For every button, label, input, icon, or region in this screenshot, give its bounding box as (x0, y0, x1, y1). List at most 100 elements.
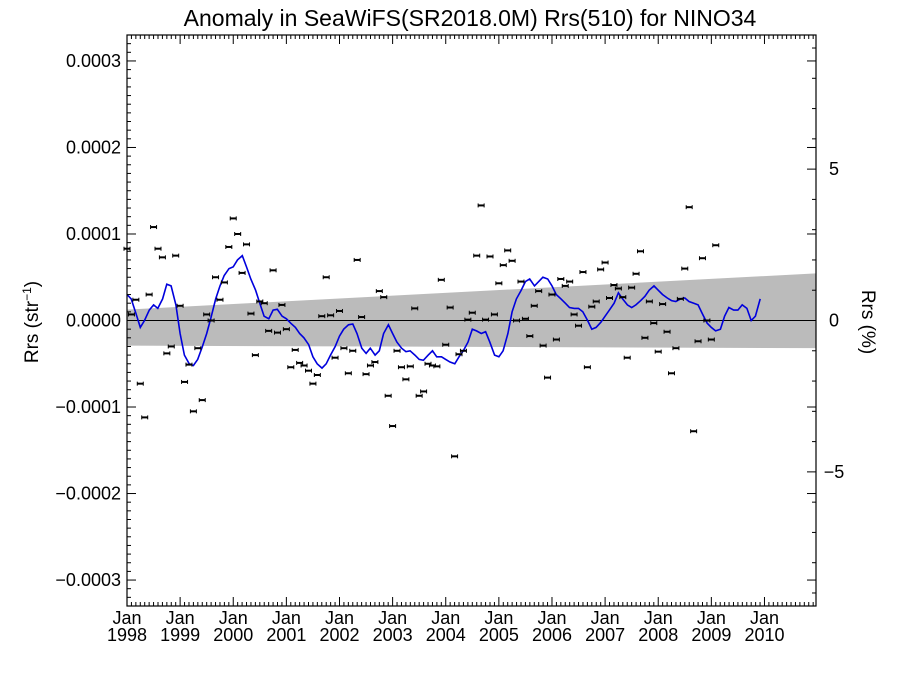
data-point (203, 312, 211, 317)
data-point (654, 349, 662, 354)
data-point (482, 317, 490, 322)
data-point (176, 303, 184, 308)
data-point (495, 281, 503, 286)
data-point (150, 225, 158, 230)
x-tick-label-year: 2000 (213, 625, 253, 645)
data-point (468, 310, 476, 315)
data-point (340, 346, 348, 351)
data-point (707, 337, 715, 342)
data-point (225, 244, 233, 249)
data-point (198, 398, 206, 403)
y-tick-label-left: −0.0003 (55, 570, 121, 590)
data-point (384, 393, 392, 398)
x-tick-label-month: Jan (272, 608, 301, 628)
data-point (220, 280, 228, 285)
x-tick-label-month: Jan (166, 608, 195, 628)
data-point (265, 328, 273, 333)
data-point (667, 371, 675, 376)
data-point (344, 371, 352, 376)
data-point (632, 271, 640, 276)
y-axis-left-label: Rrs (str−1) (20, 281, 43, 363)
data-point (331, 355, 339, 360)
x-tick-label-month: Jan (378, 608, 407, 628)
data-point (548, 292, 556, 297)
x-tick-label-month: Jan (325, 608, 354, 628)
data-point (296, 360, 304, 365)
data-point (181, 379, 189, 384)
data-point (663, 329, 671, 334)
data-point (530, 303, 538, 308)
data-point (650, 321, 658, 326)
data-point (353, 257, 361, 262)
x-tick-label-year: 1999 (160, 625, 200, 645)
data-point (406, 364, 414, 369)
data-point (490, 312, 498, 317)
data-point (477, 203, 485, 208)
data-point (380, 295, 388, 300)
y-tick-label-right: −5 (824, 462, 845, 482)
data-point (247, 311, 255, 316)
x-tick-label-month: Jan (431, 608, 460, 628)
data-point (645, 299, 653, 304)
data-point (335, 308, 343, 313)
data-point (185, 362, 193, 367)
data-point (158, 255, 166, 260)
data-point (712, 243, 720, 248)
data-point (588, 304, 596, 309)
x-tick-label-month: Jan (219, 608, 248, 628)
data-point (579, 270, 587, 275)
data-point (459, 348, 467, 353)
data-point (433, 364, 441, 369)
data-point (136, 381, 144, 386)
data-point (601, 260, 609, 265)
data-point (411, 306, 419, 311)
data-point (127, 312, 135, 317)
data-point (243, 242, 251, 247)
data-point (672, 346, 680, 351)
data-point (690, 429, 698, 434)
data-point (300, 363, 308, 368)
data-point (327, 313, 335, 318)
data-point (703, 318, 711, 323)
data-point (659, 302, 667, 307)
data-point (570, 312, 578, 317)
chart-title: Anomaly in SeaWiFS(SR2018.0M) Rrs(510) f… (184, 5, 757, 31)
x-tick-label-month: Jan (537, 608, 566, 628)
x-tick-label-year: 2002 (319, 625, 359, 645)
y-tick-label-left: −0.0002 (55, 484, 121, 504)
data-point (287, 365, 295, 370)
data-point (163, 351, 171, 356)
band-polygon (127, 273, 816, 349)
data-point (517, 279, 525, 284)
confidence-band (127, 273, 816, 349)
data-point (597, 267, 605, 272)
x-tick-label-month: Jan (750, 608, 779, 628)
data-point (420, 389, 428, 394)
x-tick-label-year: 2008 (638, 625, 678, 645)
y-tick-label-left: 0.0000 (66, 311, 121, 331)
data-point (619, 295, 627, 300)
data-point (566, 279, 574, 284)
data-point (455, 352, 463, 357)
data-point (539, 343, 547, 348)
data-point (442, 342, 450, 347)
data-point (304, 368, 312, 373)
data-point (389, 424, 397, 429)
data-point (132, 297, 140, 302)
y-tick-label-left: 0.0001 (66, 224, 121, 244)
data-point (402, 377, 410, 382)
data-point (167, 344, 175, 349)
data-point (557, 276, 565, 281)
data-point (685, 205, 693, 210)
data-point (606, 296, 614, 301)
x-tick-label-year: 2005 (479, 625, 519, 645)
data-point (415, 393, 423, 398)
data-point (349, 348, 357, 353)
data-point (282, 327, 290, 332)
y-tick-label-left: 0.0003 (66, 51, 121, 71)
x-tick-label-year: 2003 (373, 625, 413, 645)
data-point (291, 347, 299, 352)
data-point (614, 286, 622, 291)
data-point (681, 266, 689, 271)
data-point (251, 353, 259, 358)
